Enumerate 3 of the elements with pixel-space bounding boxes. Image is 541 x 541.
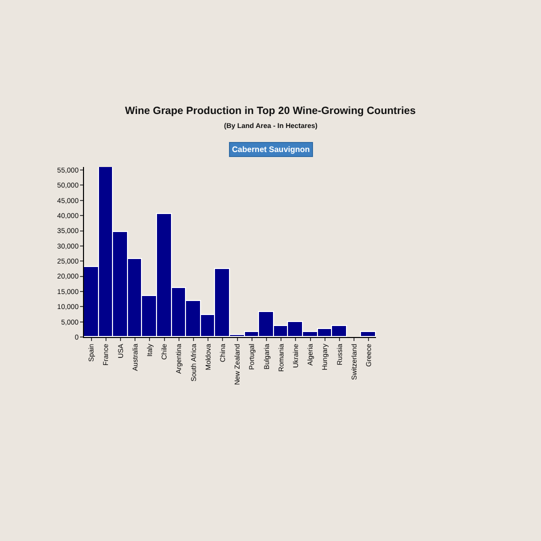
bar: [360, 331, 376, 337]
chart-title: Wine Grape Production in Top 20 Wine-Growing Countries: [125, 105, 416, 117]
text: Cabernet Sauvignon: [232, 145, 310, 154]
